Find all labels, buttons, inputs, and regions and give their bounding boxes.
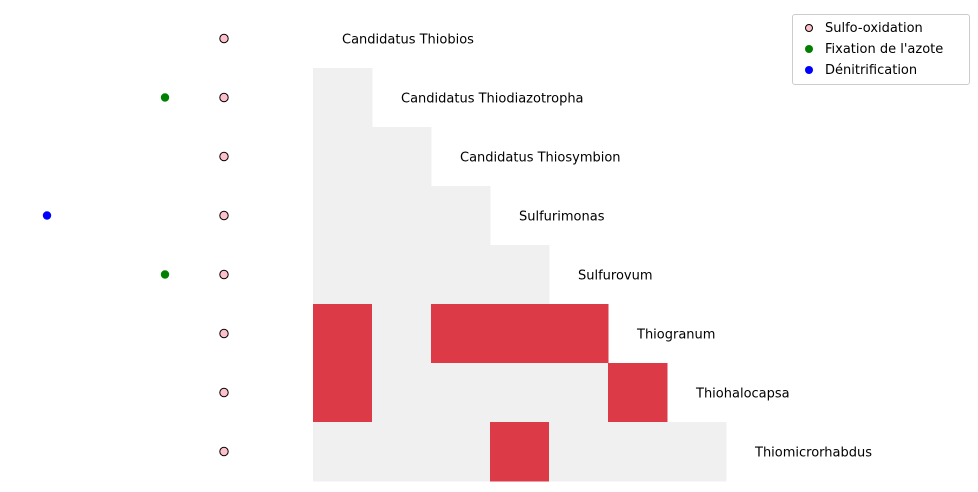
heatmap-cell-absent	[431, 422, 491, 482]
heatmap-cell-absent	[549, 422, 609, 482]
legend-item-denitrification: Dénitrification	[805, 60, 917, 80]
heatmap-cell-absent	[313, 127, 373, 187]
heatmap-cell-present	[549, 304, 609, 364]
heatmap-cell-absent	[490, 245, 550, 305]
heatmap-cell-absent	[608, 422, 668, 482]
legend-label: Sulfo-oxidation	[825, 20, 923, 36]
row-label: Candidatus Thiodiazotropha	[401, 92, 584, 107]
row-label: Thiogranum	[636, 328, 715, 343]
legend-item-sulfo-oxidation: Sulfo-oxidation	[805, 18, 923, 38]
trait-marker-point	[219, 269, 229, 280]
heatmap-cell-absent	[372, 422, 432, 482]
heatmap-cell-absent	[431, 363, 491, 423]
heatmap-cell-present	[313, 304, 373, 364]
legend: Sulfo-oxidation Fixation de l'azote Déni…	[792, 14, 970, 85]
trait-marker-point	[219, 33, 229, 44]
heatmap-cell-absent	[372, 245, 432, 305]
heatmap-cell-absent	[372, 186, 432, 246]
trait-marker-point	[219, 387, 229, 398]
heatmap-cell-absent	[313, 245, 373, 305]
trait-marker-point	[160, 270, 170, 279]
heatmap-cell-absent	[372, 127, 432, 187]
trait-marker-point	[219, 210, 229, 221]
row-label: Thiohalocapsa	[695, 387, 790, 402]
trait-marker-point	[219, 151, 229, 162]
heatmap-cell-absent	[490, 363, 550, 423]
row-label: Sulfurovum	[578, 269, 653, 284]
trait-marker-point	[219, 92, 229, 103]
heatmap-cell-absent	[372, 304, 432, 364]
legend-marker-sulfo-oxidation	[805, 24, 813, 32]
trait-marker-point	[42, 211, 52, 220]
heatmap-cell-present	[490, 304, 550, 364]
row-label: Candidatus Thiobios	[342, 33, 474, 48]
legend-marker-fixation-azote	[805, 45, 813, 53]
legend-marker-denitrification	[805, 66, 813, 74]
legend-label: Fixation de l'azote	[825, 41, 944, 57]
heatmap-cell-absent	[667, 422, 727, 482]
heatmap-cell-absent	[313, 186, 373, 246]
heatmap-cell-absent	[431, 245, 491, 305]
heatmap-cell-present	[608, 363, 668, 423]
heatmap-cell-present	[313, 363, 373, 423]
heatmap-cell-absent	[313, 422, 373, 482]
row-label: Thiomicrorhabdus	[754, 446, 872, 461]
trait-marker-point	[219, 446, 229, 457]
trait-marker-point	[160, 93, 170, 102]
legend-label: Dénitrification	[825, 62, 918, 78]
row-label: Candidatus Thiosymbion	[460, 151, 621, 166]
heatmap-cell-absent	[549, 363, 609, 423]
heatmap-cell-absent	[372, 363, 432, 423]
heatmap-cell-present	[431, 304, 491, 364]
trait-marker-point	[219, 328, 229, 339]
heatmap-cell-absent	[313, 68, 373, 128]
heatmap-cell-absent	[431, 186, 491, 246]
heatmap-cell-present	[490, 422, 550, 482]
row-label: Sulfurimonas	[519, 210, 605, 225]
legend-item-fixation-azote: Fixation de l'azote	[805, 39, 943, 59]
